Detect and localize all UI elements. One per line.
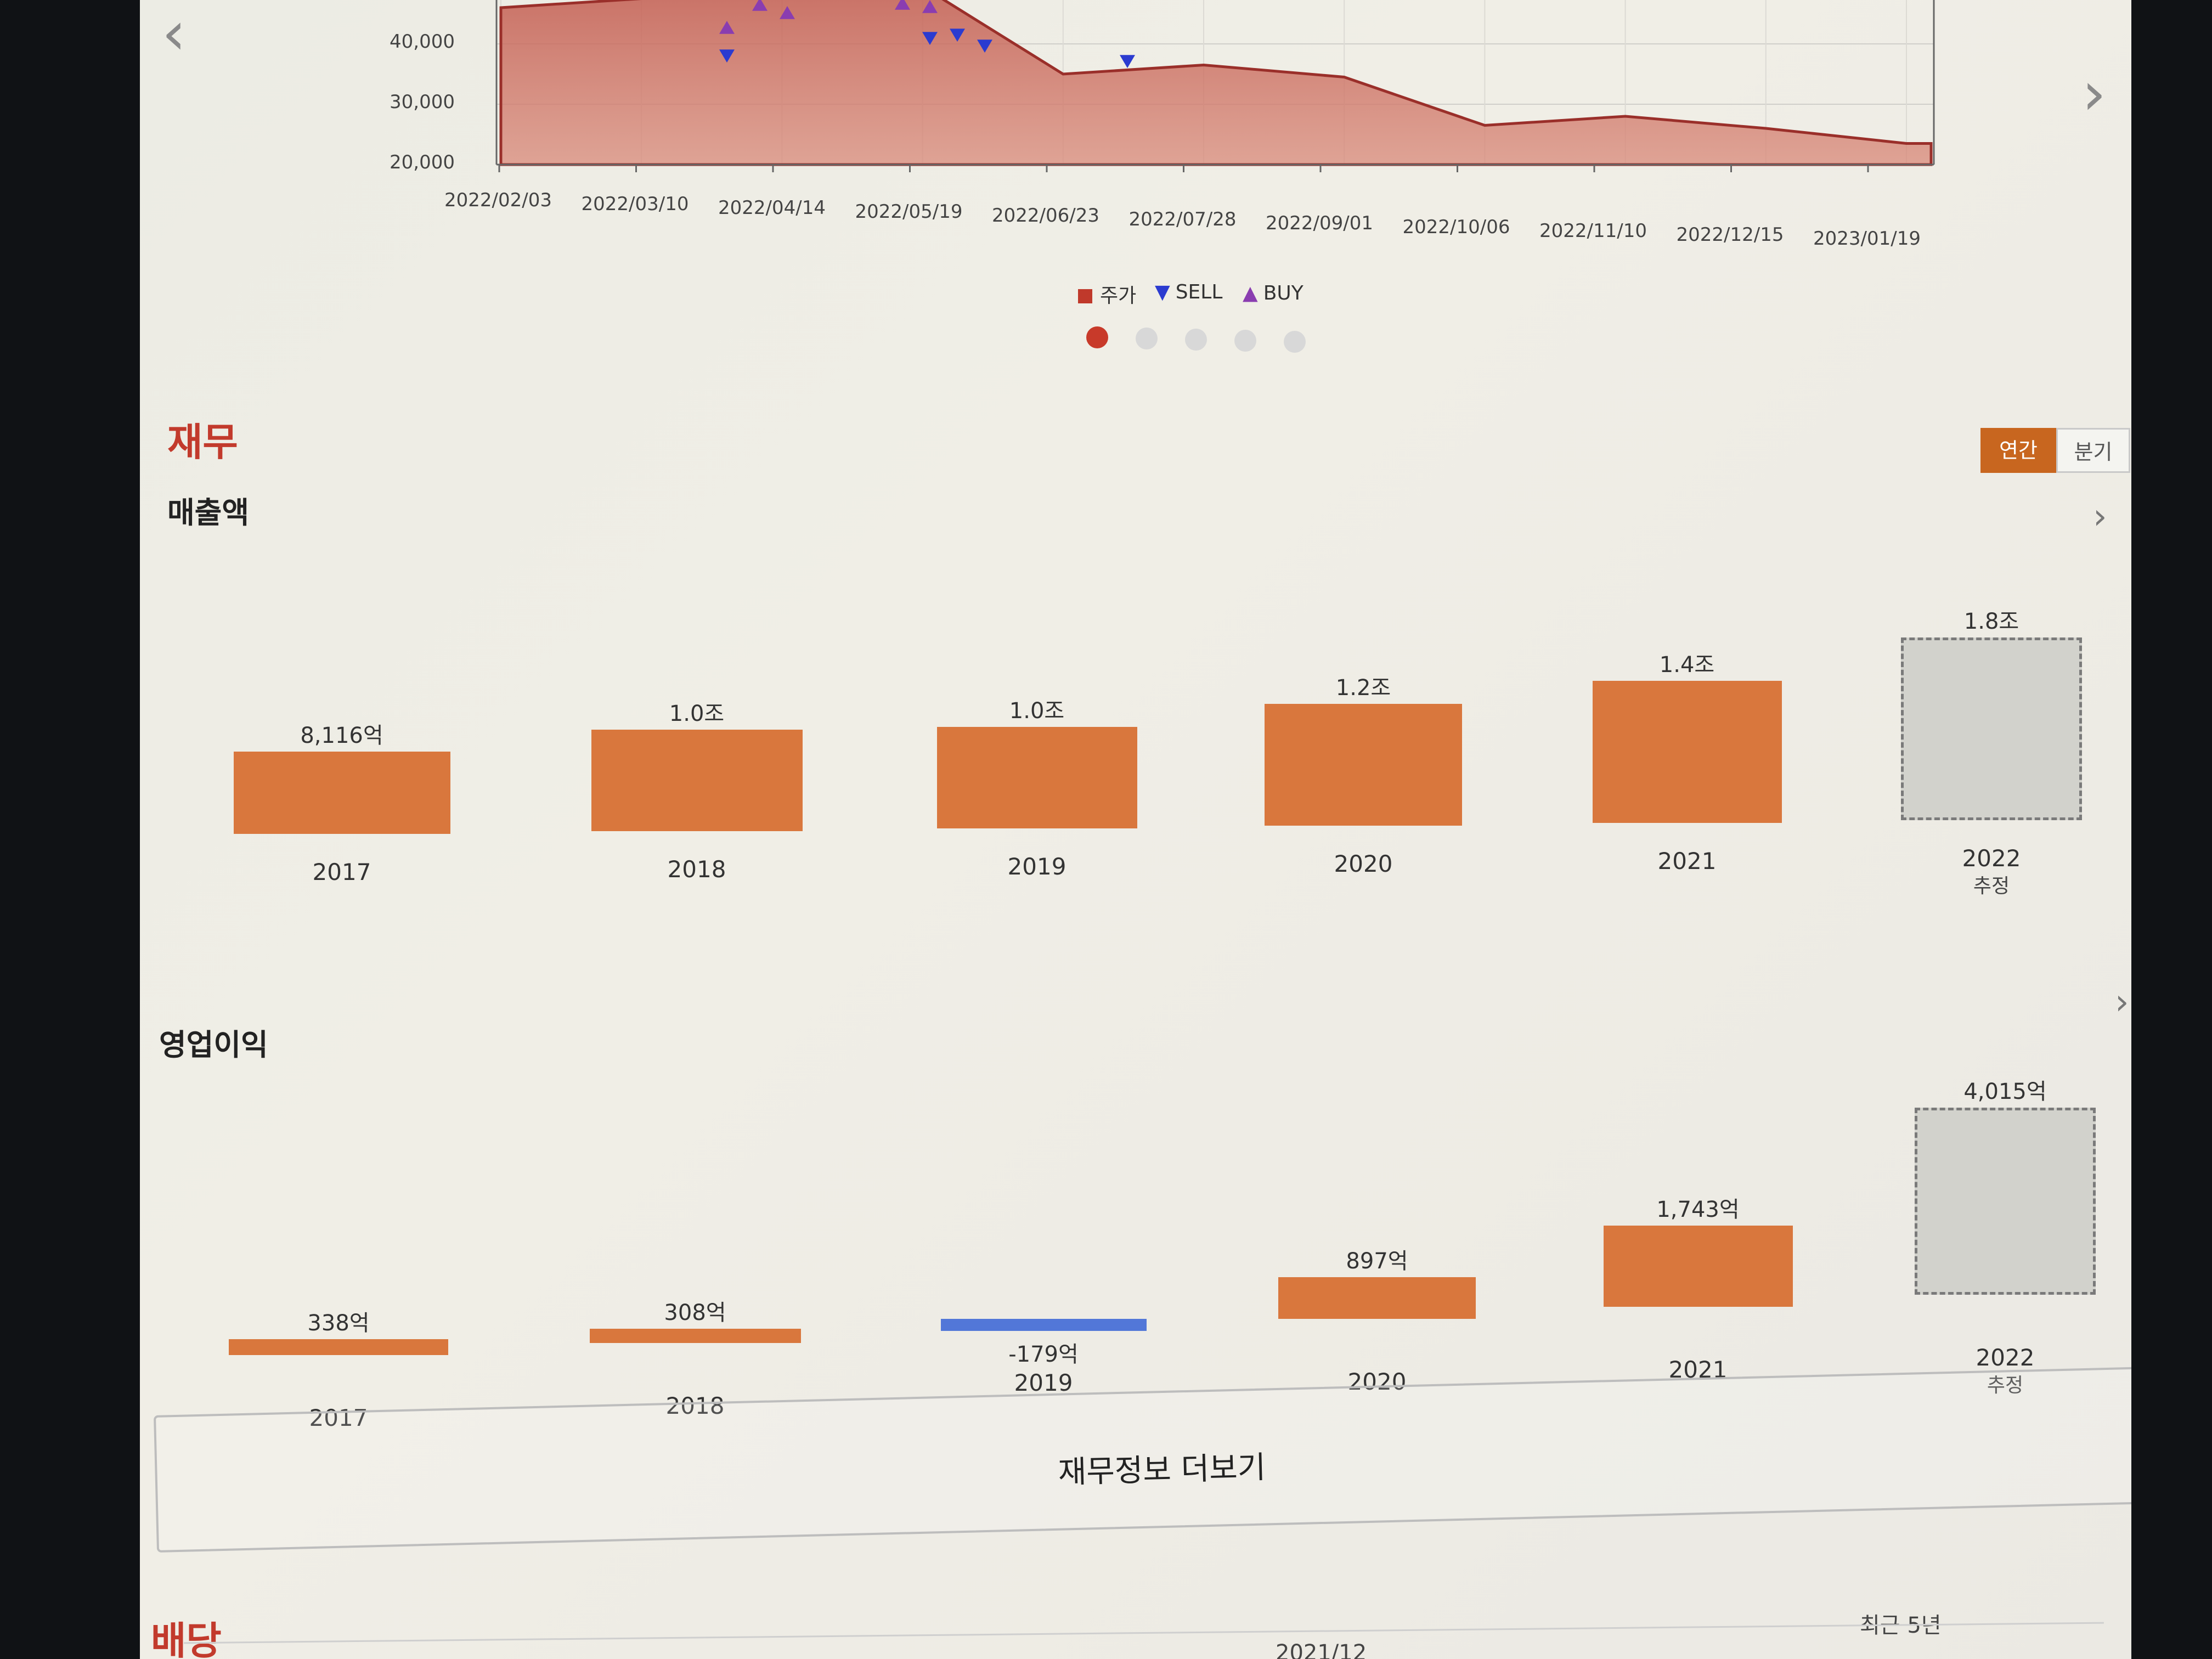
x-tick-label: 2023/01/19 (1813, 228, 1921, 250)
carousel-dot[interactable] (1086, 326, 1108, 348)
buy-marker (895, 0, 910, 10)
bar-value-label: 308억 (664, 1300, 726, 1325)
bar-value-label: 1,743억 (1656, 1197, 1740, 1222)
bar (936, 727, 1137, 828)
bar-value-label: -179억 (1008, 1342, 1079, 1367)
bar (1603, 1225, 1793, 1307)
finance-section-title: 재무 (167, 420, 238, 465)
bar-estimate-label: 추정 (1973, 875, 2010, 898)
carousel-dot[interactable] (1234, 330, 1256, 352)
annual-toggle-button[interactable]: 연간 (1980, 428, 2056, 473)
bar (591, 730, 803, 831)
bar-value-label: 4,015억 (1963, 1079, 2047, 1104)
chevron-right-icon[interactable]: › (2115, 982, 2129, 1023)
x-tick-label: 2022/11/10 (1539, 220, 1647, 242)
legend-sell-label: SELL (1175, 281, 1223, 303)
sell-marker (719, 49, 735, 63)
bar-value-label: 1.0조 (1009, 698, 1065, 724)
buy-marker (752, 0, 768, 11)
x-tick-label: 2022/10/06 (1402, 216, 1510, 238)
bar-year-label: 2017 (312, 859, 371, 885)
price-area (499, 0, 1933, 166)
bar-year-label: 2017 (309, 1404, 368, 1431)
estimate-bar (1901, 637, 2082, 820)
x-tick-label: 2022/02/03 (444, 189, 552, 211)
x-tick-label: 2022/12/15 (1676, 224, 1784, 246)
legend-price: 주가 (1078, 280, 1136, 308)
carousel-dot[interactable] (1284, 331, 1306, 353)
y-tick-label: 40,000 (390, 31, 455, 53)
x-ticks (498, 165, 1869, 172)
sell-marker (977, 40, 992, 53)
bar-year-label: 2018 (665, 1392, 725, 1419)
bar-estimate-label: 추정 (1987, 1374, 2024, 1397)
trade-markers (719, 0, 1135, 68)
bar-year-label: 2020 (1334, 850, 1393, 877)
bar (589, 1328, 801, 1343)
finance-more-label: 재무정보 더보기 (1058, 1449, 1266, 1491)
dividend-period-label[interactable]: 최근 5년 (1860, 1607, 1942, 1639)
app-screen: ‹ › 40,000 30,000 20,000 2022/02/03 2022/… (140, 0, 2131, 1659)
chevron-left-icon[interactable]: ‹ (162, 0, 186, 68)
sell-marker (1120, 55, 1135, 68)
dividend-section-title: 배당 (151, 1618, 222, 1659)
divider-line (184, 1622, 2104, 1644)
x-tick-label: 2022/04/14 (718, 197, 826, 219)
dividend-date-label: 2021/12 (1276, 1640, 1367, 1659)
bar-year-label: 2022 (1962, 845, 2021, 872)
sell-marker (922, 32, 938, 45)
legend-sell: ▼ SELL (1155, 281, 1222, 303)
quarterly-toggle-button[interactable]: 분기 (2056, 428, 2130, 473)
bar-value-label: 1.8조 (1963, 609, 2019, 634)
estimate-bar (1915, 1107, 2096, 1295)
square-icon (1078, 289, 1092, 303)
bar (233, 751, 450, 834)
buy-marker (780, 6, 795, 19)
y-tick-label: 20,000 (390, 151, 455, 173)
x-tick-label: 2022/06/23 (992, 205, 1099, 227)
y-tick-label: 30,000 (390, 91, 455, 113)
legend-buy: ▲ BUY (1243, 282, 1304, 304)
bar-value-label: 338억 (307, 1311, 370, 1336)
chevron-right-icon[interactable]: › (2082, 58, 2106, 128)
finance-more-button[interactable]: 재무정보 더보기 (154, 1366, 2131, 1553)
bar-year-label: 2018 (667, 856, 726, 883)
bar-value-label: 1.4조 (1659, 652, 1715, 678)
x-tick-label: 2022/03/10 (581, 193, 689, 215)
bar-value-label: 1.2조 (1335, 675, 1391, 701)
bar-value-label: 897억 (1346, 1248, 1408, 1274)
buy-marker (922, 0, 938, 13)
triangle-up-icon: ▲ (1243, 282, 1258, 304)
chevron-right-icon[interactable]: › (2093, 496, 2107, 537)
bar (1592, 681, 1782, 823)
bar-year-label: 2021 (1668, 1356, 1728, 1383)
operating-profit-title: 영업이익 (159, 1028, 268, 1062)
x-tick-label: 2022/07/28 (1128, 208, 1237, 230)
legend-buy-label: BUY (1263, 282, 1304, 304)
revenue-title: 매출액 (167, 495, 250, 530)
bar-year-label: 2020 (1347, 1368, 1407, 1395)
bar (229, 1339, 448, 1355)
x-tick-label: 2022/05/19 (855, 201, 963, 223)
bar (1278, 1277, 1476, 1319)
bar-value-label: 8,116억 (300, 723, 383, 748)
bar (940, 1319, 1147, 1331)
buy-marker (719, 21, 735, 34)
bar (1265, 704, 1462, 826)
triangle-down-icon: ▼ (1155, 281, 1170, 303)
carousel-dot[interactable] (1136, 328, 1158, 349)
carousel-dot[interactable] (1185, 329, 1207, 351)
bar-year-label: 2021 (1657, 848, 1717, 874)
bar-value-label: 1.0조 (669, 701, 725, 726)
bar-year-label: 2019 (1007, 853, 1066, 880)
x-tick-label: 2022/09/01 (1266, 212, 1373, 234)
legend-price-label: 주가 (1100, 285, 1137, 307)
sell-marker (950, 29, 965, 42)
bar-year-label: 2022 (1976, 1344, 2035, 1371)
bar-year-label: 2019 (1014, 1369, 1073, 1396)
stock-price-chart (495, 0, 1935, 172)
